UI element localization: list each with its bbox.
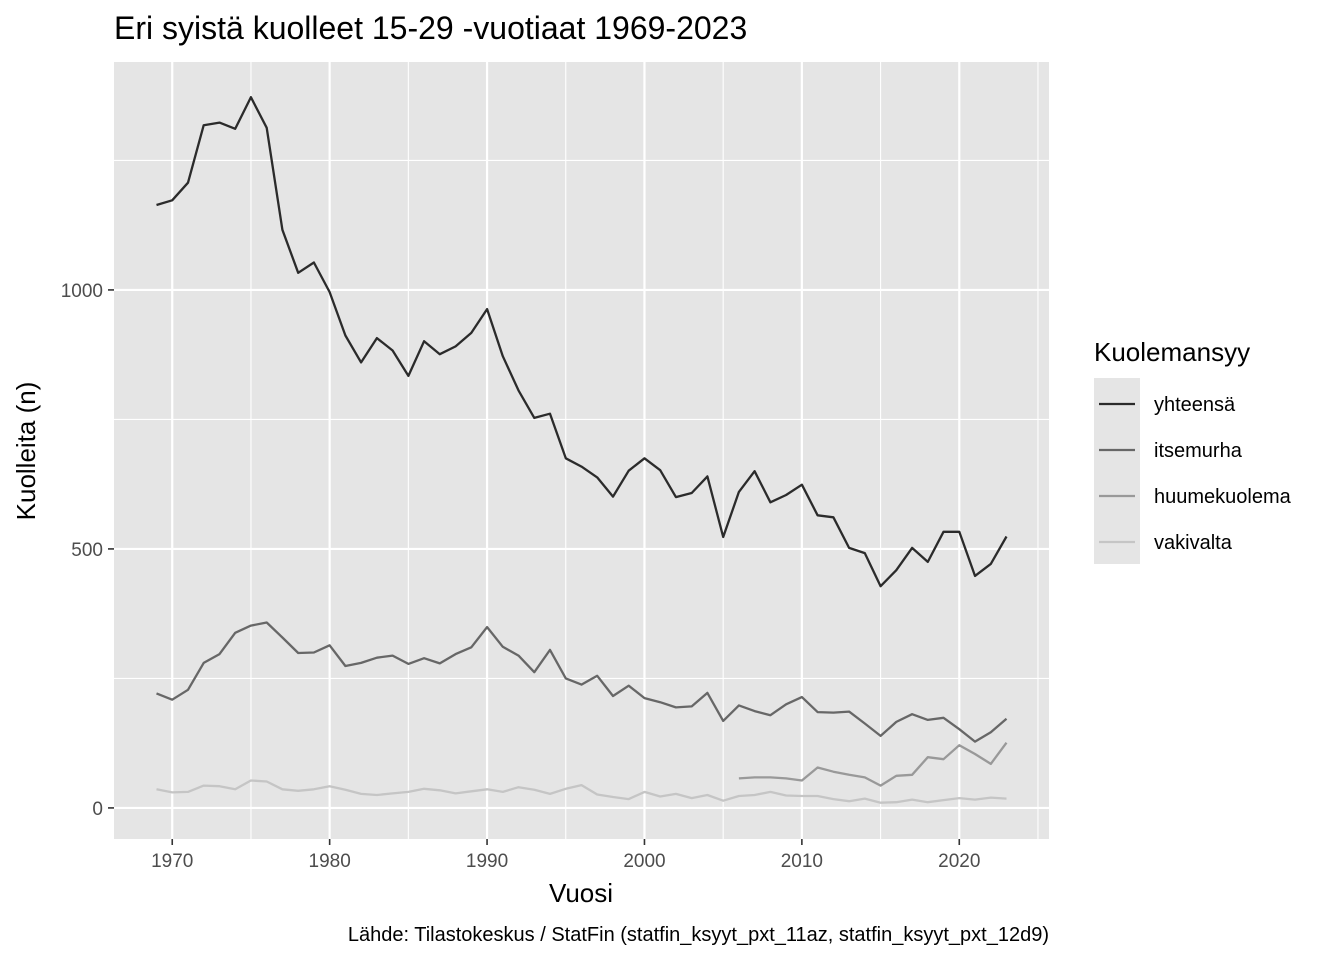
grid-major <box>114 62 1049 839</box>
legend-title: Kuolemansyy <box>1094 337 1250 367</box>
series-lines <box>156 96 1008 804</box>
legend: Kuolemansyy yhteensä itsemurha huumekuolem… <box>1094 337 1292 564</box>
y-tick-label: 500 <box>71 540 103 561</box>
chart-title: Eri syistä kuolleet 15-29 -vuotiaat 1969… <box>114 10 747 46</box>
series-line-itsemurha <box>156 621 1008 743</box>
legend-label: huumekuolema <box>1154 486 1292 508</box>
x-tick-label: 2020 <box>938 851 980 872</box>
grid-minor <box>114 62 1049 839</box>
legend-label: yhteensä <box>1154 394 1236 416</box>
y-tick-label: 1000 <box>61 281 103 302</box>
legend-label: vakivalta <box>1154 532 1233 554</box>
series-line-vakivalta <box>156 779 1007 804</box>
x-tick-label: 1970 <box>151 851 193 872</box>
x-axis-title: Vuosi <box>549 878 613 908</box>
plot-panel <box>114 62 1049 839</box>
legend-items: yhteensä itsemurha huumekuolema vakivalta <box>1099 394 1292 554</box>
series-line-yhteensä <box>156 96 1008 588</box>
x-tick-label: 1980 <box>309 851 351 872</box>
y-axis: 0 500 1000 <box>61 281 114 820</box>
x-tick-label: 2010 <box>781 851 823 872</box>
y-tick-label: 0 <box>92 799 103 820</box>
series-line-huumekuolema <box>738 742 1008 787</box>
legend-label: itsemurha <box>1154 440 1243 462</box>
x-axis: 1970 1980 1990 2000 2010 2020 <box>151 839 980 872</box>
x-tick-label: 1990 <box>466 851 508 872</box>
y-axis-title: Kuolleita (n) <box>11 382 41 521</box>
x-tick-label: 2000 <box>623 851 665 872</box>
legend-key-background <box>1094 378 1140 564</box>
chart-caption: Lähde: Tilastokeskus / StatFin (statfin_… <box>348 924 1049 946</box>
